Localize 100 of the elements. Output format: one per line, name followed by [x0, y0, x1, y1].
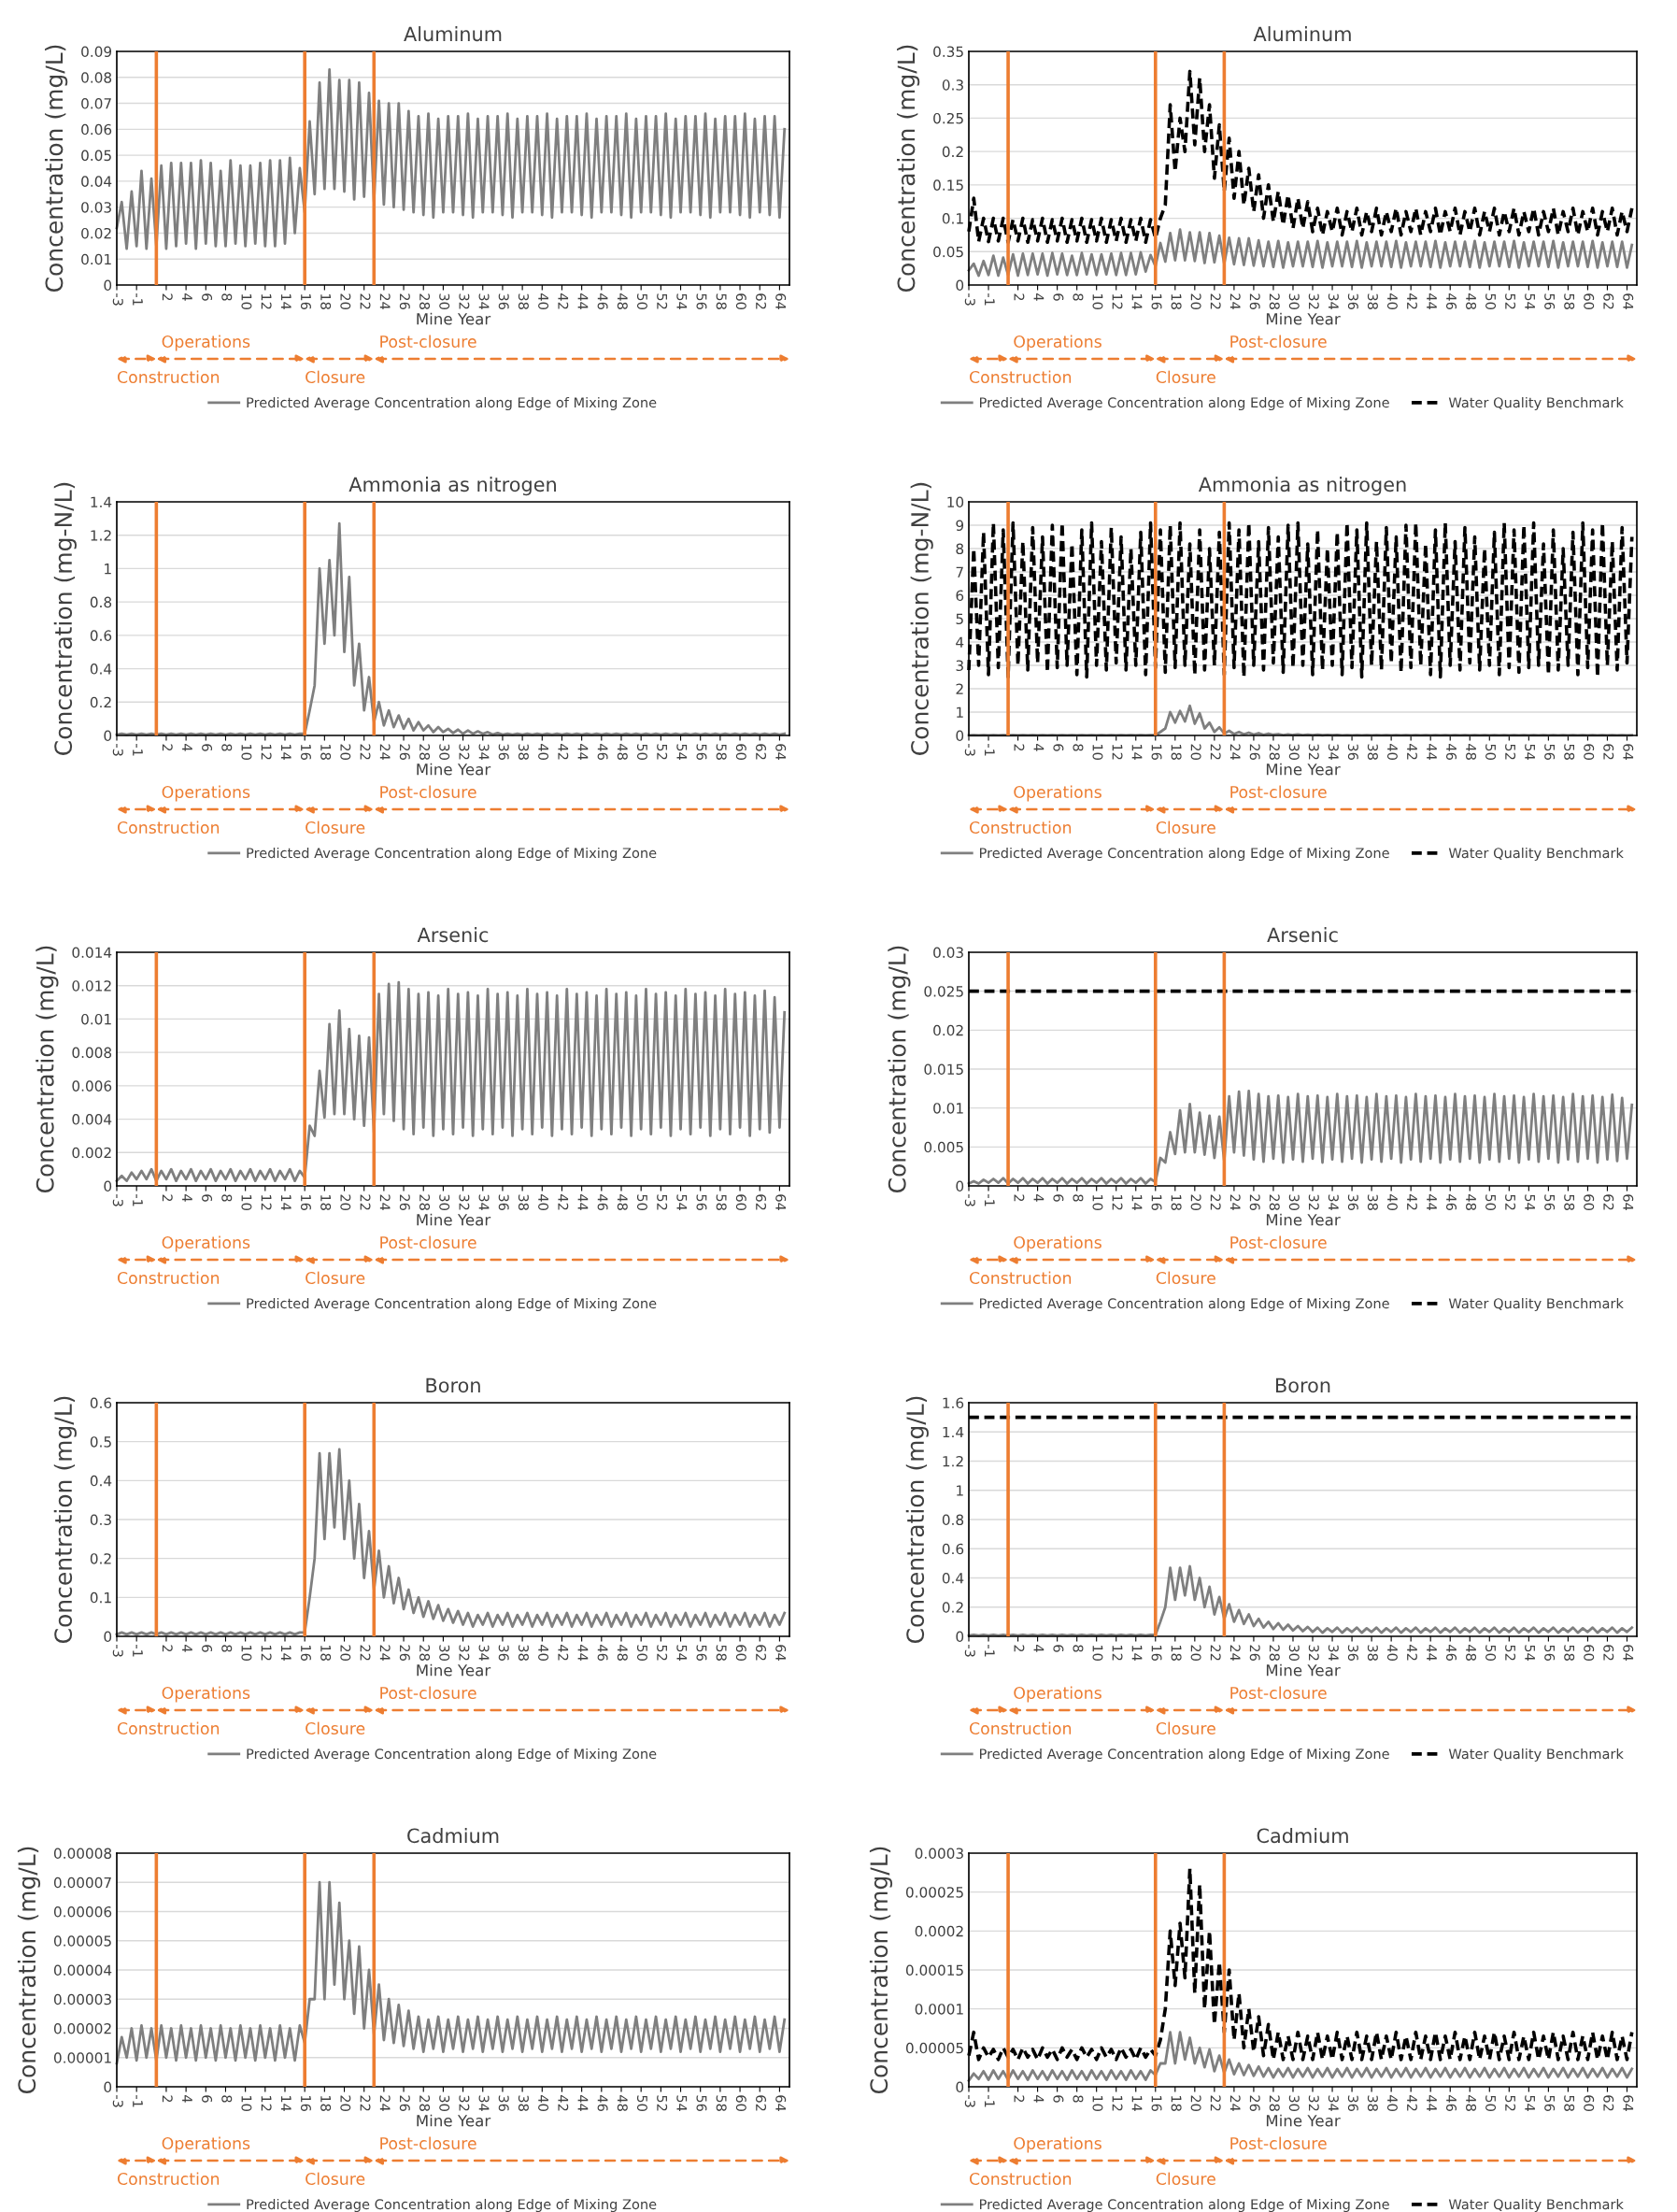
text: Construction — [117, 1271, 220, 1285]
x-tick-label: 10 — [241, 2095, 252, 2111]
x-tick-label: 58 — [1564, 744, 1575, 760]
y-axis-title: Concentration (mg/L) — [17, 1847, 41, 2094]
x-axis-title: Mine Year — [1266, 2114, 1341, 2127]
x-tick-label: 34 — [1328, 744, 1339, 761]
x-tick-label: 22 — [360, 1645, 371, 1661]
text: Construction — [117, 2172, 220, 2186]
chart-title: Boron — [1276, 1377, 1330, 1393]
x-tick-label: 32 — [1308, 744, 1319, 760]
y-tick-label: 0.00005 — [905, 2042, 963, 2054]
y-tick-label: 0 — [104, 1631, 112, 1643]
text: Closure — [1156, 1721, 1215, 1735]
x-tick-label: 14 — [1131, 1194, 1143, 1211]
x-tick-label: 56 — [696, 2095, 707, 2111]
x-tick-label: -1 — [985, 1194, 995, 1206]
text: Operations — [1014, 1235, 1101, 1252]
x-tick-label: 2 — [162, 1645, 173, 1652]
text: Operations — [1014, 1686, 1101, 1703]
legend-label: Predicted Average Concentration along Edge of Mixing Zone — [247, 1748, 657, 1762]
x-tick-label: 40 — [538, 1645, 549, 1661]
x-tick-label: 8 — [1073, 1194, 1084, 1202]
y-tick-label: 0.05 — [933, 246, 963, 258]
y-tick-label: 0.014 — [72, 947, 112, 959]
y-tick-label: 0.01 — [81, 253, 111, 265]
chart-title: Arsenic — [417, 927, 489, 943]
x-tick-label: 38 — [518, 293, 529, 309]
x-tick-label: 24 — [1229, 1194, 1241, 1211]
legend-label: Predicted Average Concentration along Edge of Mixing Zone — [980, 847, 1389, 862]
chart-title: Ammonia as nitrogen — [1198, 477, 1406, 496]
x-tick-label: 56 — [1544, 293, 1556, 309]
x-tick-label: 52 — [1505, 744, 1516, 760]
x-tick-label: 36 — [498, 1194, 509, 1210]
x-tick-label: -1 — [133, 1194, 143, 1206]
x-tick-label: 44 — [1427, 1645, 1437, 1662]
x-tick-label: 26 — [1249, 293, 1260, 309]
x-tick-label: 44 — [1427, 1194, 1437, 1211]
y-axis-title: Concentration (mg/L) — [45, 45, 68, 293]
x-tick-label: 24 — [1229, 744, 1241, 761]
text: Operations — [1014, 785, 1101, 802]
x-tick-label: 38 — [518, 1645, 529, 1661]
text: Post-closure — [1230, 335, 1327, 349]
x-tick-label: 4 — [182, 2095, 192, 2103]
text: Closure — [1156, 370, 1215, 384]
text: Construction — [969, 1271, 1072, 1285]
x-tick-label: 46 — [1445, 293, 1457, 309]
x-tick-label: 60 — [735, 293, 746, 309]
text: Post-closure — [1230, 1686, 1327, 1700]
x-tick-label: 64 — [775, 2095, 787, 2112]
x-tick-label: 36 — [1347, 1645, 1358, 1661]
x-tick-label: 50 — [1485, 1645, 1497, 1661]
text: Closure — [306, 2172, 365, 2186]
x-tick-label: 56 — [696, 1645, 707, 1661]
y-tick-label: 5 — [956, 613, 963, 625]
y-tick-label: 0.1 — [90, 1591, 111, 1604]
text: Closure — [306, 821, 365, 835]
y-tick-label: 0 — [956, 2081, 964, 2093]
x-tick-label: 50 — [636, 1645, 647, 1661]
legend-label: Predicted Average Concentration along Edge of Mixing Zone — [980, 1748, 1389, 1762]
x-tick-label: 10 — [241, 744, 252, 760]
x-tick-label: 4 — [182, 1645, 192, 1652]
legend-label: Water Quality Benchmark — [1448, 396, 1624, 411]
x-tick-label: 32 — [1308, 293, 1319, 309]
x-tick-label: 62 — [756, 1194, 767, 1210]
x-tick-label: 48 — [1466, 1194, 1477, 1210]
y-tick-label: 0 — [956, 1180, 964, 1192]
y-tick-label: 7 — [956, 566, 963, 578]
y-tick-label: 0.6 — [90, 630, 112, 641]
x-tick-label: 2 — [1014, 2095, 1025, 2103]
x-tick-label: 16 — [300, 744, 311, 760]
y-tick-label: 0.4 — [942, 1572, 964, 1584]
y-tick-label: 0.00007 — [53, 1877, 111, 1889]
x-tick-label: 22 — [1210, 293, 1221, 309]
x-tick-label: 56 — [1544, 2095, 1556, 2111]
x-tick-label: 38 — [1367, 1194, 1378, 1210]
x-tick-label: 8 — [221, 293, 233, 301]
x-tick-label: 6 — [202, 744, 213, 751]
x-tick-label: 60 — [1584, 1194, 1595, 1210]
text: Post-closure — [1230, 785, 1327, 799]
x-tick-label: 4 — [1033, 1194, 1045, 1202]
x-tick-label: 30 — [439, 1194, 450, 1210]
y-tick-label: 0.2 — [942, 1602, 963, 1613]
y-tick-label: 0.00001 — [53, 2052, 111, 2063]
x-tick-label: 26 — [399, 293, 410, 309]
x-tick-label: 16 — [1151, 744, 1162, 760]
x-axis-title: Mine Year — [417, 312, 491, 325]
x-tick-label: 20 — [340, 293, 351, 309]
y-tick-label: 0.1 — [942, 213, 963, 224]
x-tick-label: -3 — [964, 2095, 975, 2107]
x-tick-label: 52 — [657, 1194, 668, 1210]
legend-label: Predicted Average Concentration along Edge of Mixing Zone — [980, 1297, 1389, 1312]
x-tick-label: 40 — [1386, 1645, 1398, 1661]
y-tick-label: 0.2 — [90, 696, 111, 708]
text: Operations — [162, 2136, 250, 2153]
line-series — [967, 704, 1634, 737]
y-tick-label: 9 — [956, 520, 964, 532]
x-tick-label: 30 — [439, 2095, 450, 2111]
x-tick-label: 12 — [261, 1194, 272, 1210]
x-tick-label: 50 — [1485, 2095, 1497, 2111]
x-tick-label: 48 — [1466, 293, 1477, 309]
